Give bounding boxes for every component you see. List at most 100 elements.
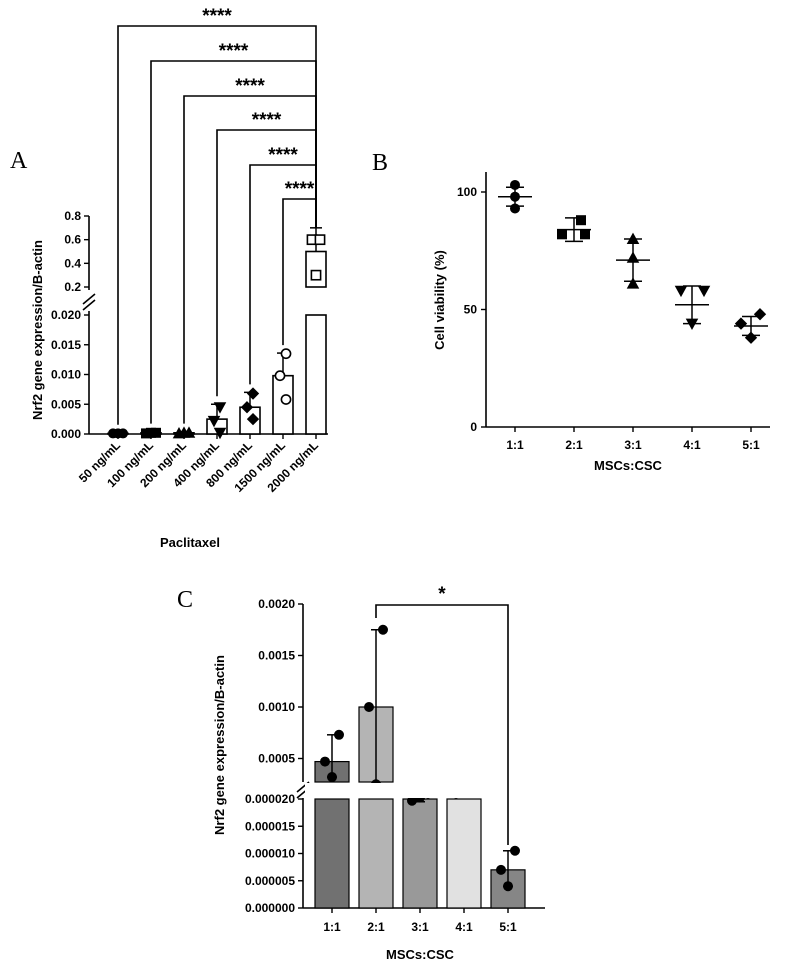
c-x-tick-label: 4:1 [455,920,473,934]
c-data-point [363,702,374,713]
a-significance-bracket [150,60,317,424]
c-y-tick-label: 0.0005 [258,752,295,766]
a-y-tick-label: 0.010 [51,368,81,382]
a-bar [272,374,294,435]
panel-label-a: A [10,148,28,174]
a-significance-label: **** [252,110,282,131]
b-y-tick-label: 0 [470,420,477,434]
c-y-axis-title: Nrf2 gene expression/B-actin [212,655,227,835]
c-y-tick-label: 0.0015 [258,649,295,663]
a-data-point [274,370,286,382]
c-y-tick-label: 0.000010 [245,847,295,861]
a-data-point [246,412,260,426]
b-data-point [509,191,520,202]
b-y-tick-label: 100 [457,185,477,199]
c-y-tick-label: 0.000005 [245,874,295,888]
a-y-tick-label: 0.000 [51,427,81,441]
c-data-point [326,772,337,783]
a-data-point [280,348,292,360]
a-y-tick-label: 0.2 [64,280,81,294]
b-x-tick-label: 4:1 [683,438,701,452]
panel-c-chart: 0.000000 0.000005 0.000010 0.000015 0.000020… [212,584,545,962]
a-bar-break-gap [303,288,329,314]
a-y-axis-title: Nrf2 gene expression/B-actin [30,240,45,420]
a-significance-label: **** [268,145,298,166]
b-x-tick-label: 5:1 [742,438,760,452]
c-y-tick-label: 0.0020 [258,597,295,611]
a-y-tick-label: 0.015 [51,338,81,352]
c-x-tick-label: 2:1 [367,920,385,934]
a-data-point [310,269,322,281]
a-data-point [213,427,227,440]
b-data-point [697,285,711,298]
b-data-point [744,331,758,344]
c-significance-label: * [438,584,446,605]
a-y-tick-label: 0.4 [64,256,81,270]
a-y-tick-label: 0.005 [51,397,81,411]
a-significance-label: **** [235,76,265,97]
b-data-point [626,232,640,245]
c-x-axis-title: MSCs:CSC [386,947,455,962]
a-axis-break-slash [82,299,96,311]
a-bar [305,314,327,435]
c-break-band [305,783,535,798]
panel-label-b: B [372,150,388,176]
a-data-point [280,394,292,405]
a-data-point [246,387,260,400]
c-bar [402,798,438,909]
c-data-point [333,729,344,740]
a-data-point [213,402,227,414]
b-data-point [509,203,520,214]
c-bar [446,798,482,909]
c-bar [358,798,394,909]
b-data-point [557,229,568,240]
a-x-axis-title: Paclitaxel [160,535,220,550]
a-significance-label: **** [219,41,249,62]
b-x-tick-label: 1:1 [506,438,524,452]
a-data-point [150,427,161,438]
c-x-tick-label: 5:1 [499,920,517,934]
c-y-tick-label: 0.000000 [245,901,295,915]
b-data-point [509,179,520,190]
a-y-tick-label: 0.6 [64,233,81,247]
c-x-tick-label: 1:1 [323,920,341,934]
b-x-tick-label: 2:1 [565,438,583,452]
b-data-point [626,277,640,289]
a-data-point [314,234,326,246]
c-data-point [495,864,506,875]
b-data-point [685,318,699,331]
a-significance-bracket [282,198,317,346]
c-y-tick-label: 0.0010 [258,700,295,714]
panel-a-chart: 0.0000.0050.0100.0150.0200.20.40.60.850 … [30,6,329,550]
a-significance-label: **** [285,179,315,200]
c-y-tick-label: 0.000015 [245,819,295,833]
a-data-point [240,401,254,414]
c-bar [314,798,350,909]
a-significance-bracket [249,164,317,385]
a-axis-break-gap [81,294,97,310]
a-y-tick-label: 0.8 [64,209,81,223]
a-axis-break-slash [82,293,96,305]
panel-label-c: C [177,587,193,613]
c-x-tick-label: 3:1 [411,920,429,934]
b-data-point [626,251,640,263]
c-data-point [502,881,513,892]
c-y-tick-label: 0.000020 [245,792,295,806]
b-data-point [753,308,767,321]
b-x-tick-label: 3:1 [624,438,642,452]
b-y-axis-title: Cell viability (%) [432,250,447,350]
b-data-point [734,317,748,330]
c-data-point [377,624,388,635]
a-significance-bracket [216,129,317,397]
a-data-point [118,428,129,439]
a-significance-label: **** [202,6,232,27]
b-data-point [674,285,688,298]
b-data-point [576,215,587,226]
c-data-point [509,845,520,856]
b-x-axis-title: MSCs:CSC [594,458,663,473]
b-data-point [580,229,591,240]
a-bar [305,250,327,288]
a-data-point [182,426,196,438]
c-significance-bracket [375,604,509,845]
